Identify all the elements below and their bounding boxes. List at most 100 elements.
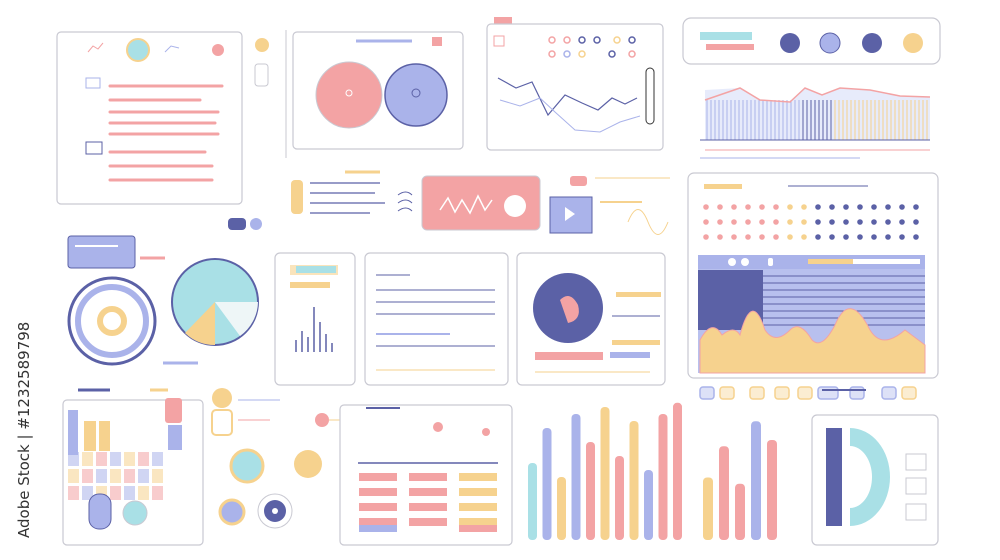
table-cell — [459, 503, 497, 511]
grid-dot — [871, 234, 877, 240]
table-cell — [459, 488, 497, 496]
grid-dot — [843, 219, 849, 225]
pill — [749, 386, 765, 400]
stripe-area-chart — [700, 87, 931, 159]
vertical-bar — [673, 402, 682, 540]
grid-dot — [815, 234, 821, 240]
grid-dot — [899, 234, 905, 240]
grid-cell — [124, 486, 135, 500]
grid-cell — [138, 469, 149, 483]
table-cell — [409, 518, 447, 526]
grid-cell — [110, 486, 121, 500]
vertical-bar — [751, 421, 761, 540]
pill — [797, 386, 813, 400]
grid-dot — [759, 204, 765, 210]
grid-dot — [745, 219, 751, 225]
grid-dot — [717, 204, 723, 210]
grid-dot — [745, 234, 751, 240]
grid-cell — [96, 469, 107, 483]
table-cell — [359, 503, 397, 511]
grid-cell — [124, 469, 135, 483]
vertical-bar — [528, 463, 537, 540]
table-cell — [459, 525, 497, 532]
vertical-bar — [703, 477, 713, 540]
vertical-bar — [600, 407, 610, 540]
grid-dot — [773, 204, 779, 210]
grid-dot — [815, 204, 821, 210]
grid-cell — [68, 486, 79, 500]
grid-dot — [843, 204, 849, 210]
grid-dot — [717, 234, 723, 240]
table-cell — [459, 473, 497, 481]
grid-dot — [773, 219, 779, 225]
circles-panel — [292, 31, 464, 150]
grid-cell — [110, 469, 121, 483]
pill — [817, 386, 839, 400]
profile-panel — [516, 252, 666, 386]
grid-cell — [152, 452, 163, 466]
grid-dot — [773, 234, 779, 240]
grid-dot — [899, 204, 905, 210]
vertical-bar-group — [528, 402, 682, 540]
grid-cell — [68, 452, 79, 466]
grid-dot — [871, 204, 877, 210]
grid-dot — [857, 234, 863, 240]
table-cell — [359, 518, 397, 526]
grid-cell — [110, 452, 121, 466]
grid-dot — [731, 204, 737, 210]
donut-pie-group — [67, 235, 259, 366]
vertical-bar — [767, 440, 777, 540]
vertical-bar — [615, 456, 624, 540]
grid-dot — [857, 219, 863, 225]
grid-dot — [829, 219, 835, 225]
grid-cell — [96, 452, 107, 466]
text-panel — [364, 252, 509, 386]
grid-cell — [152, 486, 163, 500]
grid-dot — [759, 234, 765, 240]
grid-dot — [801, 234, 807, 240]
vertical-bar — [719, 446, 729, 540]
grid-dot — [801, 219, 807, 225]
circles-group — [211, 388, 359, 529]
table-cell — [409, 488, 447, 496]
grid-dot — [829, 204, 835, 210]
grid-dot — [759, 219, 765, 225]
grid-cell — [124, 452, 135, 466]
grid-dot — [913, 219, 919, 225]
grid-dot — [829, 234, 835, 240]
grid-cell — [138, 486, 149, 500]
vertical-bar — [571, 414, 581, 540]
pill — [719, 386, 735, 400]
table-panel — [339, 404, 513, 546]
grid-dot — [899, 219, 905, 225]
grid-dot — [885, 234, 891, 240]
grid-dot — [857, 204, 863, 210]
grid-dot — [731, 234, 737, 240]
watermark: Adobe Stock | #1232589798 — [15, 322, 33, 538]
small-bar-panel — [274, 252, 356, 386]
grid-dot — [703, 219, 709, 225]
grid-cell — [82, 486, 93, 500]
pill — [901, 386, 917, 400]
grid-dot — [787, 204, 793, 210]
vertical-bar — [557, 477, 566, 540]
pill — [774, 386, 790, 400]
grid-dot — [787, 219, 793, 225]
table-cell — [409, 473, 447, 481]
top-right-pill — [682, 17, 941, 65]
grid-cell — [152, 469, 163, 483]
vertical-bar — [735, 483, 745, 540]
middle-cards — [228, 170, 670, 235]
table-cell — [359, 473, 397, 481]
vertical-bar — [658, 414, 668, 540]
pill — [881, 386, 897, 400]
grid-dot — [843, 234, 849, 240]
grid-cell — [82, 452, 93, 466]
grid-dot — [913, 204, 919, 210]
grid-dot — [801, 204, 807, 210]
pill-row — [699, 386, 917, 400]
grid-dot — [885, 204, 891, 210]
vertical-bar — [629, 421, 639, 540]
vertical-bar — [542, 428, 552, 540]
